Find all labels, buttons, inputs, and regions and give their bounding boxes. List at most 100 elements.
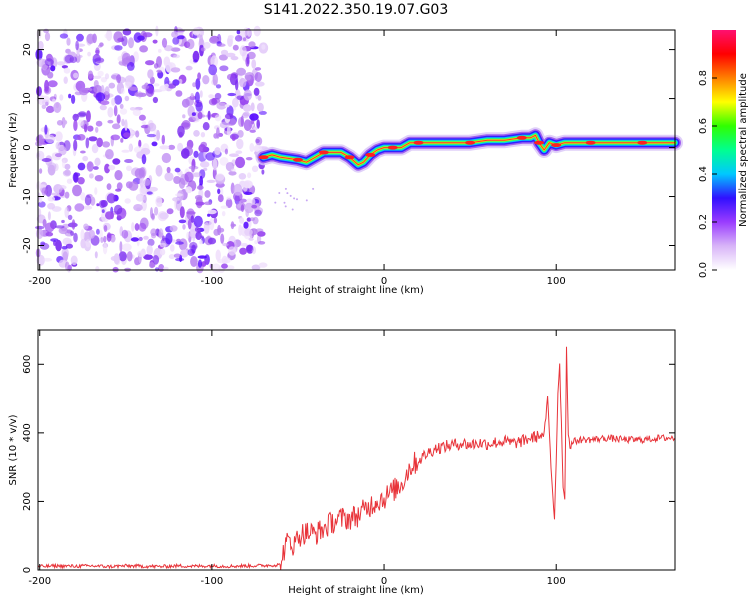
noise-blob	[161, 134, 165, 145]
noise-blob	[119, 108, 128, 115]
noise-blob	[103, 225, 108, 232]
noise-blob	[195, 231, 202, 241]
noise-blob	[120, 138, 124, 143]
noise-blob	[190, 215, 194, 223]
noise-dot	[284, 187, 287, 190]
noise-blob	[80, 229, 85, 241]
noise-blob	[47, 80, 58, 88]
noise-blob	[244, 72, 255, 81]
noise-blob	[261, 169, 265, 175]
noise-blob	[231, 134, 236, 141]
noise-blob	[94, 175, 104, 182]
noise-blob	[82, 155, 89, 162]
noise-blob	[215, 249, 221, 262]
noise-blob	[199, 240, 203, 245]
noise-blob	[162, 235, 165, 242]
noise-blob	[114, 45, 123, 51]
noise-blob	[43, 257, 53, 262]
noise-blob	[197, 259, 203, 268]
noise-blob	[43, 28, 49, 34]
noise-blob	[254, 81, 265, 87]
noise-blob	[159, 145, 170, 150]
noise-blob	[142, 32, 153, 38]
noise-blob	[50, 192, 60, 196]
noise-blob	[216, 43, 226, 47]
noise-blob	[124, 81, 132, 89]
noise-blob	[47, 71, 54, 79]
noise-blob	[193, 215, 203, 228]
noise-blob	[254, 67, 262, 71]
noise-blob	[261, 44, 266, 50]
noise-blob	[106, 183, 112, 191]
noise-blob	[148, 186, 158, 192]
noise-blob	[159, 212, 169, 220]
noise-blob	[231, 168, 236, 172]
noise-blob	[80, 192, 86, 201]
noise-blob	[96, 137, 103, 148]
noise-blob	[151, 141, 158, 147]
noise-blob	[159, 242, 167, 248]
noise-blob	[94, 187, 98, 195]
noise-blob	[56, 120, 63, 126]
noise-blob	[108, 165, 116, 171]
noise-blob	[210, 55, 219, 68]
noise-blob	[247, 172, 252, 179]
noise-blob	[238, 173, 247, 180]
noise-blob	[253, 126, 258, 131]
noise-dot	[283, 201, 286, 204]
noise-blob	[256, 119, 261, 129]
noise-blob	[177, 125, 185, 137]
noise-blob	[134, 168, 145, 179]
noise-blob	[159, 248, 166, 256]
noise-blob	[91, 143, 99, 154]
x-tick-label: -100	[201, 576, 224, 587]
noise-blob	[179, 206, 185, 219]
noise-blob	[101, 209, 105, 214]
noise-blob	[147, 122, 157, 132]
noise-blob	[58, 227, 69, 235]
noise-blob	[200, 132, 206, 138]
ridge-point	[413, 140, 424, 145]
spectrogram-y-ticks: -20 -10 0 10 20	[22, 43, 675, 254]
noise-blob	[182, 114, 186, 119]
noise-blob	[86, 33, 95, 44]
noise-blob	[113, 253, 120, 265]
noise-blob	[77, 134, 86, 141]
noise-blob	[199, 161, 210, 168]
noise-blob	[254, 72, 262, 82]
colorbar-tick-label: 0.6	[698, 118, 709, 134]
noise-blob	[121, 229, 129, 239]
noise-blob	[173, 54, 180, 59]
ridge-point	[534, 140, 544, 145]
noise-blob	[195, 78, 201, 90]
noise-blob	[251, 204, 258, 209]
noise-blob	[225, 52, 236, 58]
noise-blob	[73, 139, 78, 152]
noise-blob	[208, 94, 215, 99]
spectrogram-y-axis-label: Frequency (Hz)	[8, 112, 19, 188]
noise-blob	[64, 163, 71, 170]
noise-blob	[107, 107, 114, 118]
noise-blob	[156, 129, 161, 141]
noise-blob	[36, 86, 42, 97]
noise-blob	[232, 44, 239, 51]
ridge-point	[551, 143, 562, 148]
noise-blob	[239, 247, 248, 255]
noise-blob	[257, 241, 266, 245]
noise-blob	[150, 228, 157, 236]
noise-blob	[250, 102, 255, 112]
noise-blob	[57, 185, 67, 190]
snr-y-axis-label: SNR (10 * v/v)	[8, 414, 19, 485]
noise-blob	[150, 207, 153, 219]
noise-blob	[228, 171, 237, 176]
noise-blob	[116, 114, 121, 124]
noise-blob	[227, 92, 236, 97]
ridge-point	[318, 150, 329, 155]
noise-dot	[289, 194, 292, 197]
noise-blob	[95, 266, 100, 273]
noise-blob	[45, 105, 55, 113]
noise-blob	[152, 254, 160, 265]
x-tick-label: -200	[28, 576, 51, 587]
noise-blob	[220, 205, 229, 209]
noise-blob	[70, 230, 74, 236]
